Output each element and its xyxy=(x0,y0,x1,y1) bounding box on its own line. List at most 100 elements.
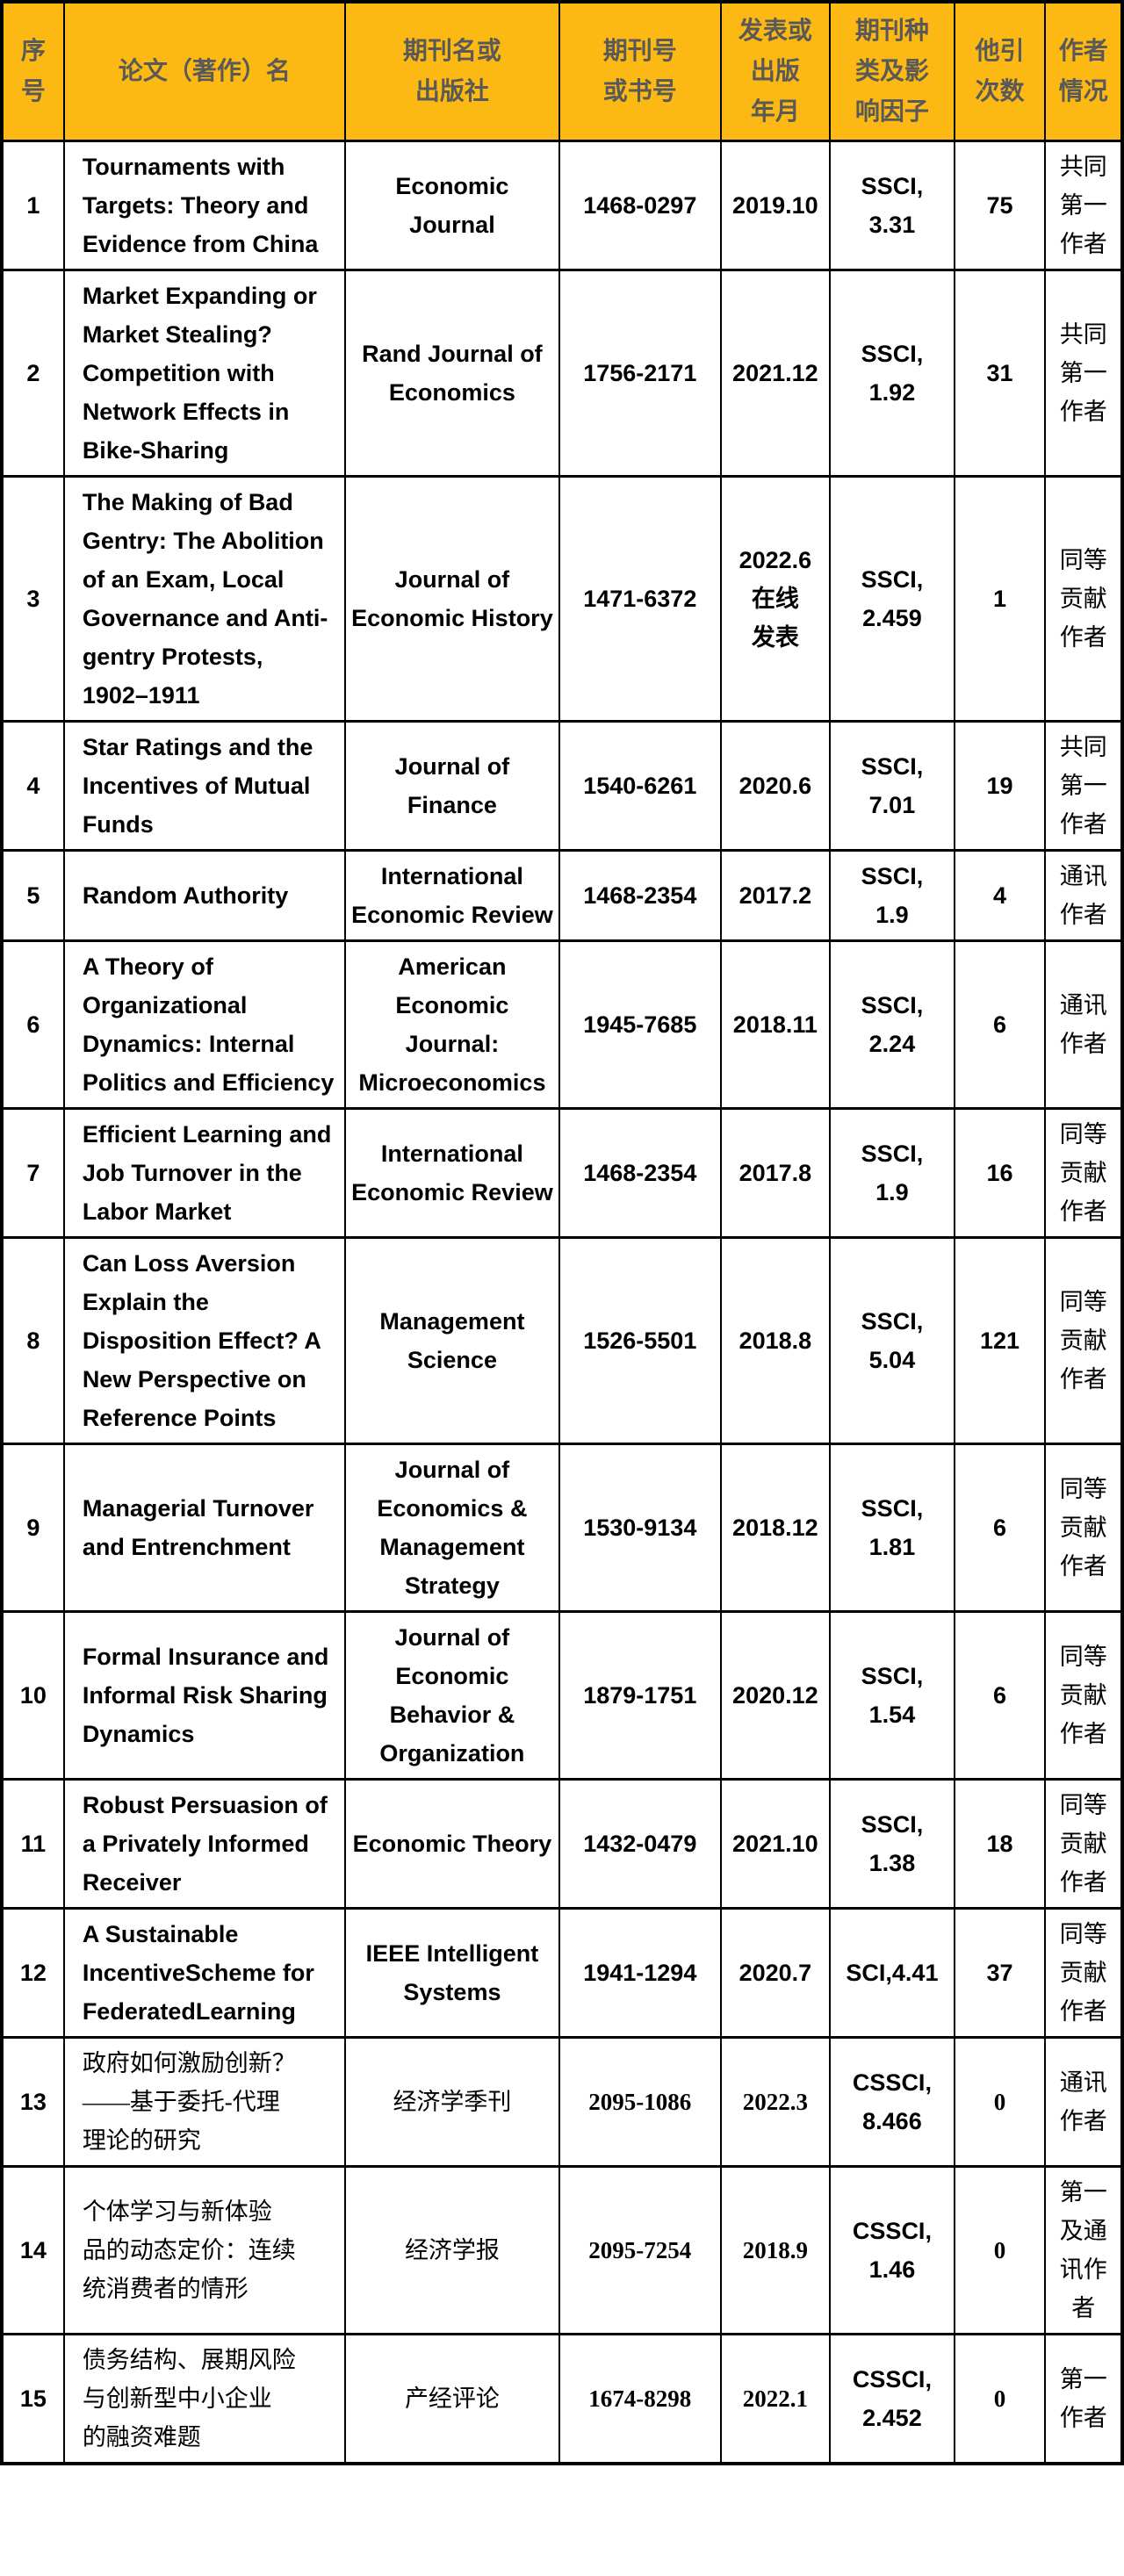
publish-date-cell: 2021.12 xyxy=(719,268,832,478)
citation-count-cell: 0 xyxy=(953,2164,1047,2335)
column-header-author-role: 作者 情况 xyxy=(1044,0,1123,142)
serial-number-cell: 11 xyxy=(1,1777,65,1910)
paper-title-cell: 个体学习与新体验 品的动态定价：连续 统消费者的情形 xyxy=(62,2164,346,2335)
publish-date-cell: 2017.8 xyxy=(719,1106,832,1239)
author-role-cell: 同等贡献作者 xyxy=(1044,1106,1123,1239)
table-row: 9 Managerial Turnover and Entrenchment J… xyxy=(1,1442,1123,1613)
publish-date-cell: 2018.12 xyxy=(719,1442,832,1613)
column-header-journal-type-impact-factor: 期刊种 类及影 响因子 xyxy=(829,0,955,142)
journal-type-impact-factor-cell: SSCI, 7.01 xyxy=(829,719,955,852)
table-row: 12 A Sustainable IncentiveScheme for Fed… xyxy=(1,1906,1123,2039)
journal-type-impact-factor-cell: SSCI, 1.81 xyxy=(829,1442,955,1613)
paper-title-cell: Efficient Learning and Job Turnover in t… xyxy=(62,1106,346,1239)
publish-date-cell: 2022.3 xyxy=(719,2035,832,2168)
author-role-cell: 同等贡献作者 xyxy=(1044,474,1123,723)
journal-name-cell: International Economic Review xyxy=(343,848,561,942)
paper-title-cell: Formal Insurance and Informal Risk Shari… xyxy=(62,1609,346,1781)
journal-name-cell: Journal of Economics & Management Strate… xyxy=(343,1442,561,1613)
table-row: 2 Market Expanding or Market Stealing? C… xyxy=(1,268,1123,478)
publish-date-cell: 2020.6 xyxy=(719,719,832,852)
citation-count-cell: 1 xyxy=(953,474,1047,723)
journal-name-cell: Economic Theory xyxy=(343,1777,561,1910)
journal-type-impact-factor-cell: SSCI, 1.9 xyxy=(829,1106,955,1239)
author-role-cell: 同等贡献作者 xyxy=(1044,1442,1123,1613)
author-role-cell: 共同第一作者 xyxy=(1044,139,1123,271)
journal-number-cell: 1468-2354 xyxy=(558,1106,722,1239)
publish-date-cell: 2022.6 在线 发表 xyxy=(719,474,832,723)
paper-title-cell: Robust Persuasion of a Privately Informe… xyxy=(62,1777,346,1910)
publish-date-cell: 2017.2 xyxy=(719,848,832,942)
journal-type-impact-factor-cell: SSCI, 3.31 xyxy=(829,139,955,271)
column-header-publish-date: 发表或 出版 年月 xyxy=(719,0,832,142)
paper-title-cell: Market Expanding or Market Stealing? Com… xyxy=(62,268,346,478)
author-role-cell: 同等贡献作者 xyxy=(1044,1906,1123,2039)
journal-name-cell: 产经评论 xyxy=(343,2332,561,2464)
journal-name-cell: Journal of Economic History xyxy=(343,474,561,723)
serial-number-cell: 13 xyxy=(1,2035,65,2168)
author-role-cell: 通讯作者 xyxy=(1044,939,1123,1110)
journal-name-cell: 经济学季刊 xyxy=(343,2035,561,2168)
publish-date-cell: 2021.10 xyxy=(719,1777,832,1910)
journal-name-cell: Economic Journal xyxy=(343,139,561,271)
author-role-cell: 第一及通讯作者 xyxy=(1044,2164,1123,2335)
journal-number-cell: 2095-7254 xyxy=(558,2164,722,2335)
paper-title-cell: A Theory of Organizational Dynamics: Int… xyxy=(62,939,346,1110)
paper-title-cell: Star Ratings and the Incentives of Mutua… xyxy=(62,719,346,852)
serial-number-cell: 4 xyxy=(1,719,65,852)
table-row: 1 Tournaments with Targets: Theory and E… xyxy=(1,139,1123,271)
author-role-cell: 共同第一作者 xyxy=(1044,719,1123,852)
citation-count-cell: 75 xyxy=(953,139,1047,271)
citation-count-cell: 0 xyxy=(953,2035,1047,2168)
paper-title-cell: Tournaments with Targets: Theory and Evi… xyxy=(62,139,346,271)
publish-date-cell: 2020.12 xyxy=(719,1609,832,1781)
journal-number-cell: 1468-2354 xyxy=(558,848,722,942)
citation-count-cell: 0 xyxy=(953,2332,1047,2464)
paper-title-cell: The Making of Bad Gentry: The Abolition … xyxy=(62,474,346,723)
column-header-citation-count: 他引 次数 xyxy=(953,0,1047,142)
table-row: 4 Star Ratings and the Incentives of Mut… xyxy=(1,719,1123,852)
journal-type-impact-factor-cell: SSCI, 5.04 xyxy=(829,1235,955,1445)
journal-number-cell: 1526-5501 xyxy=(558,1235,722,1445)
paper-title-cell: 债务结构、展期风险 与创新型中小企业 的融资难题 xyxy=(62,2332,346,2464)
table-row: 13 政府如何激励创新？ ——基于委托-代理 理论的研究 经济学季刊 2095-… xyxy=(1,2035,1123,2168)
table-row: 10 Formal Insurance and Informal Risk Sh… xyxy=(1,1609,1123,1781)
citation-count-cell: 6 xyxy=(953,939,1047,1110)
table-row: 6 A Theory of Organizational Dynamics: I… xyxy=(1,939,1123,1110)
author-role-cell: 同等贡献作者 xyxy=(1044,1609,1123,1781)
journal-type-impact-factor-cell: SSCI, 2.24 xyxy=(829,939,955,1110)
journal-name-cell: IEEE Intelligent Systems xyxy=(343,1906,561,2039)
table-row: 11 Robust Persuasion of a Privately Info… xyxy=(1,1777,1123,1910)
serial-number-cell: 12 xyxy=(1,1906,65,2039)
serial-number-cell: 6 xyxy=(1,939,65,1110)
table-body: 1 Tournaments with Targets: Theory and E… xyxy=(1,139,1123,2464)
journal-type-impact-factor-cell: SSCI, 1.38 xyxy=(829,1777,955,1910)
journal-type-impact-factor-cell: SSCI, 2.459 xyxy=(829,474,955,723)
serial-number-cell: 14 xyxy=(1,2164,65,2335)
journal-name-cell: Rand Journal of Economics xyxy=(343,268,561,478)
journal-number-cell: 1468-0297 xyxy=(558,139,722,271)
journal-number-cell: 1471-6372 xyxy=(558,474,722,723)
citation-count-cell: 4 xyxy=(953,848,1047,942)
author-role-cell: 第一作者 xyxy=(1044,2332,1123,2464)
author-role-cell: 同等贡献作者 xyxy=(1044,1777,1123,1910)
table-row: 14 个体学习与新体验 品的动态定价：连续 统消费者的情形 经济学报 2095-… xyxy=(1,2164,1123,2335)
paper-title-cell: Managerial Turnover and Entrenchment xyxy=(62,1442,346,1613)
citation-count-cell: 19 xyxy=(953,719,1047,852)
journal-type-impact-factor-cell: SSCI, 1.92 xyxy=(829,268,955,478)
journal-name-cell: International Economic Review xyxy=(343,1106,561,1239)
publications-table: 序 号 论文（著作）名 期刊名或 出版社 期刊号 或书号 发表或 出版 年月 期… xyxy=(0,0,1124,2465)
journal-number-cell: 1674-8298 xyxy=(558,2332,722,2464)
publish-date-cell: 2018.11 xyxy=(719,939,832,1110)
table-header: 序 号 论文（著作）名 期刊名或 出版社 期刊号 或书号 发表或 出版 年月 期… xyxy=(1,0,1123,142)
journal-number-cell: 1530-9134 xyxy=(558,1442,722,1613)
serial-number-cell: 5 xyxy=(1,848,65,942)
table-row: 8 Can Loss Aversion Explain the Disposit… xyxy=(1,1235,1123,1445)
citation-count-cell: 121 xyxy=(953,1235,1047,1445)
column-header-journal-number: 期刊号 或书号 xyxy=(558,0,722,142)
serial-number-cell: 7 xyxy=(1,1106,65,1239)
paper-title-cell: Can Loss Aversion Explain the Dispositio… xyxy=(62,1235,346,1445)
column-header-journal-name: 期刊名或 出版社 xyxy=(343,0,561,142)
author-role-cell: 通讯作者 xyxy=(1044,2035,1123,2168)
column-header-paper-title: 论文（著作）名 xyxy=(62,0,346,142)
table-row: 5 Random Authority International Economi… xyxy=(1,848,1123,942)
